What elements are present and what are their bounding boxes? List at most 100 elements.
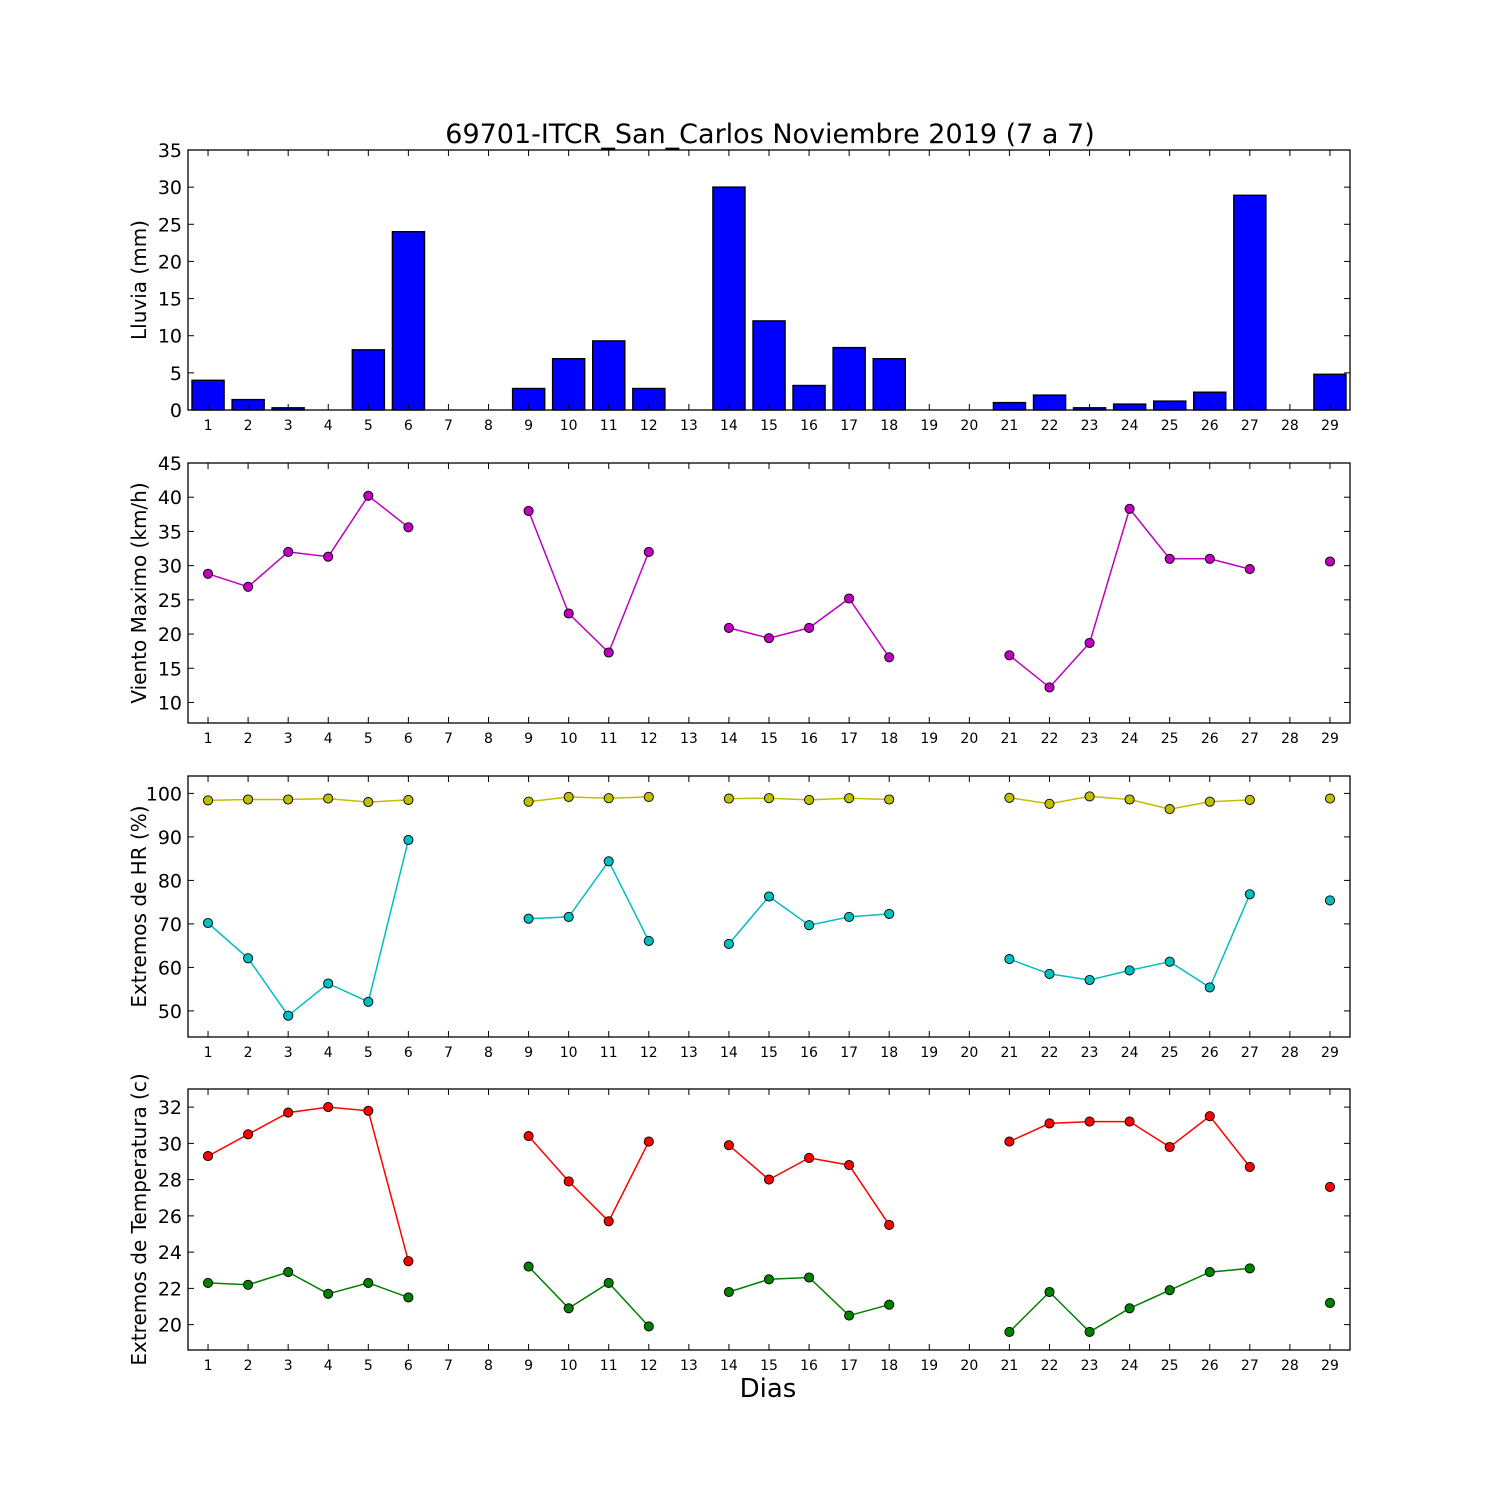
wind-xtick-label: 18 [880,731,898,747]
temperature-series-0-point-3 [283,1107,294,1118]
temperature-xtick-label: 18 [880,1358,898,1374]
temperature-series-1-point-29 [1324,1297,1336,1308]
temperature-series-1-point-9 [523,1261,534,1272]
temperature-y-axis-label: Extremos de Temperatura (c) [127,1073,151,1365]
temperature-series-1-point-2 [243,1279,254,1290]
humidity-xtick-label: 14 [720,1045,738,1061]
temperature-series-0-point-27 [1244,1161,1255,1172]
wind-xtick-label: 25 [1161,731,1179,747]
temperature-series-1-point-11 [603,1277,614,1288]
humidity-series-0-point-25 [1164,804,1175,815]
humidity-xtick-label: 15 [760,1045,778,1061]
temperature-series-0-point-17 [844,1160,855,1171]
wind-xtick-label: 7 [444,731,453,747]
humidity-xtick-label: 27 [1241,1045,1259,1061]
humidity-series-0-point-11 [603,793,614,804]
wind-xtick-label: 10 [560,731,578,747]
chart-title: 69701-ITCR_San_Carlos Noviembre 2019 (7 … [445,119,1094,150]
humidity-xtick-label: 23 [1081,1045,1099,1061]
humidity-series-1-point-15 [763,891,775,902]
rain-ytick-label: 30 [158,177,182,199]
rain-ytick-label: 20 [158,251,182,273]
temperature-xtick-label: 21 [1000,1358,1018,1374]
temperature-series-1-point-23 [1084,1326,1095,1337]
rain-xtick-label: 7 [444,418,453,434]
wind-xtick-label: 22 [1041,731,1059,747]
humidity-series-0-point-22 [1044,798,1055,809]
temperature-series-1-point-3 [283,1267,294,1278]
rain-xtick-label: 11 [600,418,618,434]
wind-xtick-label: 12 [640,731,658,747]
temperature-xtick-label: 13 [680,1358,698,1374]
temperature-series-1-point-6 [403,1292,414,1303]
wind-ytick-label: 10 [158,692,182,714]
rain-bar-27 [1233,194,1267,411]
wind-xtick-label: 8 [484,731,493,747]
rain-xtick-label: 3 [284,418,293,434]
wind-xtick-label: 5 [364,731,373,747]
wind-xtick-label: 16 [800,731,818,747]
rain-xtick-label: 2 [244,418,253,434]
wind-xtick-label: 1 [204,731,213,747]
temperature-ytick-label: 32 [158,1097,182,1119]
wind-series-0-point-16 [804,622,815,633]
temperature-series-1-point-14 [723,1286,734,1298]
temperature-series-0-point-2 [243,1129,254,1140]
rain-xtick-label: 24 [1121,418,1139,434]
rain-bar-14 [712,186,746,411]
wind-series-0-point-11 [603,647,614,658]
rain-ytick-label: 5 [170,363,182,385]
wind-xtick-label: 11 [600,731,618,747]
rain-xtick-label: 14 [720,418,738,434]
temperature-xtick-label: 11 [600,1358,618,1374]
humidity-xtick-label: 17 [840,1045,858,1061]
temperature-xtick-label: 24 [1121,1358,1139,1374]
temperature-xtick-label: 4 [324,1358,333,1374]
humidity-xtick-label: 25 [1161,1045,1179,1061]
temperature-xtick-label: 8 [484,1358,493,1374]
temperature-xtick-label: 3 [284,1358,293,1374]
humidity-series-0-point-23 [1084,791,1095,802]
rain-bar-10 [551,358,586,411]
wind-ytick-label: 40 [158,487,182,509]
temperature-series-0-point-9 [523,1131,534,1142]
wind-xtick-label: 21 [1000,731,1018,747]
wind-xtick-label: 13 [680,731,698,747]
temperature-xtick-label: 22 [1041,1358,1059,1374]
rain-y-axis-label: Lluvia (mm) [127,220,151,340]
rain-ytick-label: 35 [158,140,182,162]
humidity-xtick-label: 6 [404,1045,413,1061]
rain-bar-5 [351,349,386,411]
humidity-xtick-label: 21 [1000,1045,1018,1061]
humidity-xtick-label: 12 [640,1045,658,1061]
temperature-series-1-point-10 [563,1303,574,1314]
temperature-series-0-point-24 [1124,1116,1135,1127]
humidity-xtick-label: 1 [204,1045,213,1061]
humidity-series-1-point-11 [603,856,614,867]
rain-xtick-label: 20 [960,418,978,434]
humidity-xtick-label: 7 [444,1045,453,1061]
temperature-series-1-point-17 [844,1310,855,1321]
wind-series-0-point-1 [202,568,214,579]
temperature-xtick-label: 25 [1161,1358,1179,1374]
humidity-xtick-label: 29 [1321,1045,1339,1061]
temperature-ytick-label: 30 [158,1133,182,1155]
rain-ytick-label: 25 [158,214,182,236]
wind-series-0-point-6 [403,522,414,533]
wind-xtick-label: 19 [920,731,938,747]
humidity-xtick-label: 20 [960,1045,978,1061]
rain-xtick-label: 21 [1000,418,1018,434]
wind-series-0-point-9 [523,505,534,516]
rain-xtick-label: 13 [680,418,698,434]
temperature-series-0-line-0 [207,1106,410,1262]
wind-series-0-line-1 [527,510,650,654]
humidity-series-1-point-17 [844,911,855,922]
rain-bar-18 [872,358,907,411]
humidity-y-axis-label: Extremos de HR (%) [127,805,151,1007]
wind-xtick-label: 28 [1281,731,1299,747]
temperature-series-1-point-24 [1124,1303,1135,1314]
temperature-series-1-line-1 [528,1266,650,1327]
humidity-series-1-point-18 [884,908,895,919]
